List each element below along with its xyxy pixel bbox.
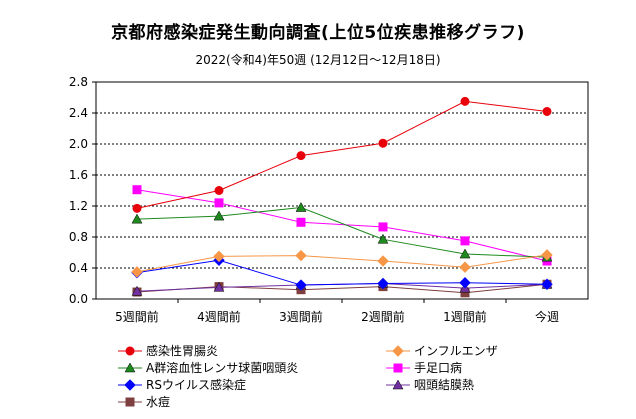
data-point [459,261,471,273]
chart-title: 京都府感染症発生動向調査(上位5位疾患推移グラフ) [111,23,525,43]
legend-marker [125,397,135,407]
legend-marker [392,345,404,357]
data-point [132,185,142,195]
y-tick-label: 0.0 [69,292,88,306]
legend-label: 感染性胃腸炎 [146,344,219,358]
data-point [378,222,388,232]
data-point [131,213,143,224]
series-line [136,283,548,294]
data-point [295,279,307,291]
legend-swatch [386,379,410,390]
y-tick-label: 2.0 [69,137,88,151]
legend-swatch [118,362,142,373]
legend-marker [124,379,136,391]
y-tick-label: 2.8 [69,75,88,89]
data-point [131,285,143,296]
series-line [136,207,548,258]
y-tick-label: 2.4 [69,106,88,120]
legend-label: 手足口病 [414,361,463,375]
data-point [541,249,553,261]
data-point [214,186,224,195]
legend-marker [392,379,404,390]
legend-label: 咽頭結膜熱 [414,378,475,392]
legend-label: A群溶血性レンサ球菌咽頭炎 [146,361,299,375]
x-tick-label: 5週間前 [115,309,159,324]
chart-subtitle: 2022(令和4)年50週 (12月12日～12月18日) [195,53,441,67]
legend-swatch [118,379,142,391]
series-手足口病 [132,185,552,266]
data-point [459,248,471,259]
data-point [541,278,553,290]
x-tick-label: 2週間前 [361,309,405,324]
series-インフルエンザ [131,249,553,278]
data-point [296,151,306,161]
legend-swatch [118,346,142,356]
series-line [136,100,548,209]
legend-label: インフルエンザ [414,344,498,358]
series-line [136,259,548,286]
series-A群溶血性レンサ球菌咽頭炎 [131,202,553,262]
line-chart: 0.0 0.4 0.8 1.2 1.6 2.0 2.4 2.8 5週間前 4週間前 3週間前 2週間前… [69,75,589,324]
x-tick-label: 4週間前 [197,309,241,324]
legend-swatch [118,397,142,407]
x-tick-label: 1週間前 [443,309,487,324]
data-point [377,233,389,244]
series-line [136,189,548,262]
data-point [213,210,225,221]
y-tick-label: 0.4 [69,261,88,275]
series-感染性胃腸炎 [132,96,552,213]
data-point [214,198,224,208]
data-point [213,281,225,292]
legend-label: 水痘 [146,395,171,409]
data-point [296,217,306,227]
x-tick-label: 3週間前 [279,309,323,324]
data-point [377,255,389,267]
data-point [542,106,552,116]
data-point [460,236,470,246]
legend-swatch [386,363,410,373]
data-point [132,203,142,213]
data-point [460,96,470,106]
series-line [136,254,548,273]
legend-marker [124,362,136,373]
data-point [295,202,307,212]
data-point [377,277,389,290]
data-point [378,138,388,148]
legend-label: RSウイルス感染症 [146,378,246,392]
data-point [295,249,307,262]
data-point [213,250,225,263]
plot-frame [95,81,589,300]
y-tick-label: 0.8 [69,230,88,244]
y-tick-label: 1.2 [69,199,88,213]
y-tick-label: 1.6 [69,168,88,182]
legend-marker [393,363,403,373]
legend-swatch [386,345,410,357]
legend-marker [125,346,135,356]
data-point [131,266,143,278]
series-咽頭結膜熱 [131,277,553,296]
x-tick-label: 今週 [535,309,559,324]
data-point [459,277,471,289]
